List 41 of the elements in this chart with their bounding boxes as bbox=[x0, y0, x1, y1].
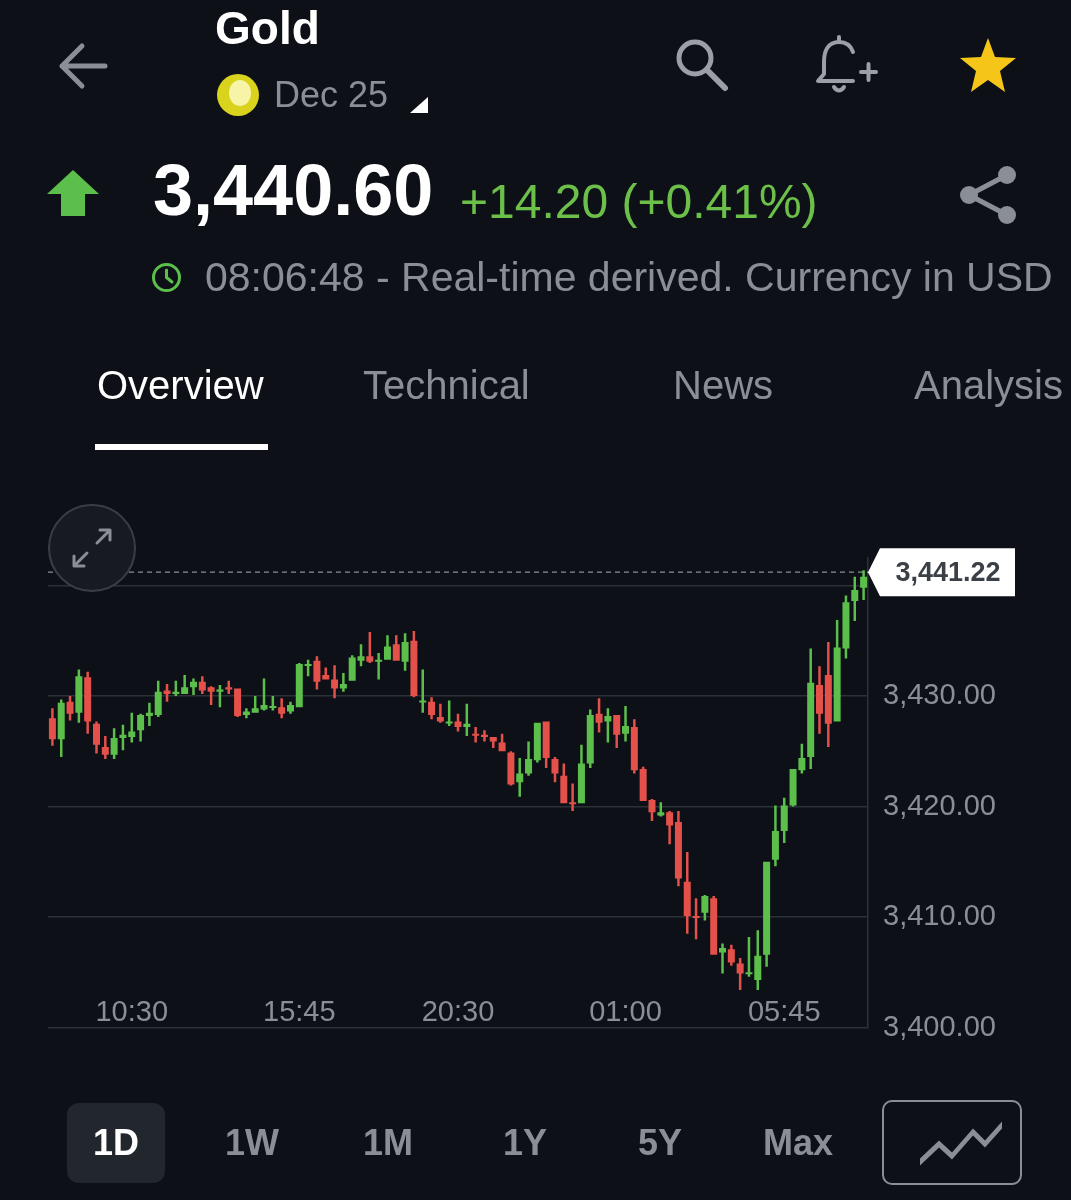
x-tick-label: 20:30 bbox=[421, 995, 495, 1028]
chart-subtitle: Dec 25 bbox=[274, 74, 389, 116]
candlestick bbox=[569, 783, 577, 812]
y-tick-label: 3,430.00 bbox=[883, 678, 996, 711]
candlestick bbox=[622, 706, 630, 742]
candlestick bbox=[181, 675, 189, 694]
x-tick-label: 05:45 bbox=[747, 995, 821, 1028]
text: 5Y bbox=[637, 1122, 683, 1164]
text: 1M bbox=[362, 1122, 414, 1164]
ref-line-label: 3,441.22 bbox=[895, 556, 1001, 587]
y-tick-label: 3,420.00 bbox=[883, 788, 996, 821]
candlestick bbox=[472, 727, 480, 743]
text: 1Y bbox=[502, 1122, 548, 1164]
chart-title: Gold bbox=[215, 2, 320, 55]
text: +14.20 (+0.41%) bbox=[460, 175, 818, 229]
text: News bbox=[673, 363, 774, 408]
y-tick-label: 3,410.00 bbox=[883, 899, 996, 932]
candlestick bbox=[145, 702, 153, 726]
x-tick-label: 15:45 bbox=[263, 995, 336, 1028]
text: Technical bbox=[363, 363, 530, 408]
candlestick bbox=[719, 943, 727, 974]
candlestick bbox=[331, 665, 339, 699]
x-tick-label: 01:00 bbox=[589, 995, 662, 1028]
text: 08:06:48 - Real-time derived. Currency in USD bbox=[205, 253, 1053, 300]
candlestick bbox=[339, 672, 347, 692]
text: Max bbox=[762, 1122, 834, 1164]
text: 1D bbox=[92, 1122, 140, 1164]
candlestick bbox=[480, 730, 488, 742]
candlestick bbox=[516, 757, 524, 797]
text: 1W bbox=[225, 1122, 279, 1164]
candlestick bbox=[322, 667, 330, 680]
text: Analysis bbox=[914, 363, 1063, 408]
text: Overview bbox=[97, 363, 264, 408]
candlestick bbox=[419, 669, 427, 713]
candlestick bbox=[278, 698, 286, 719]
text: 3,440.60 bbox=[153, 149, 434, 230]
candlestick bbox=[436, 703, 444, 723]
x-tick-label: 10:30 bbox=[95, 995, 169, 1028]
candlestick bbox=[375, 653, 383, 680]
y-tick-label: 3,400.00 bbox=[883, 1009, 996, 1042]
candlestick bbox=[101, 735, 109, 760]
